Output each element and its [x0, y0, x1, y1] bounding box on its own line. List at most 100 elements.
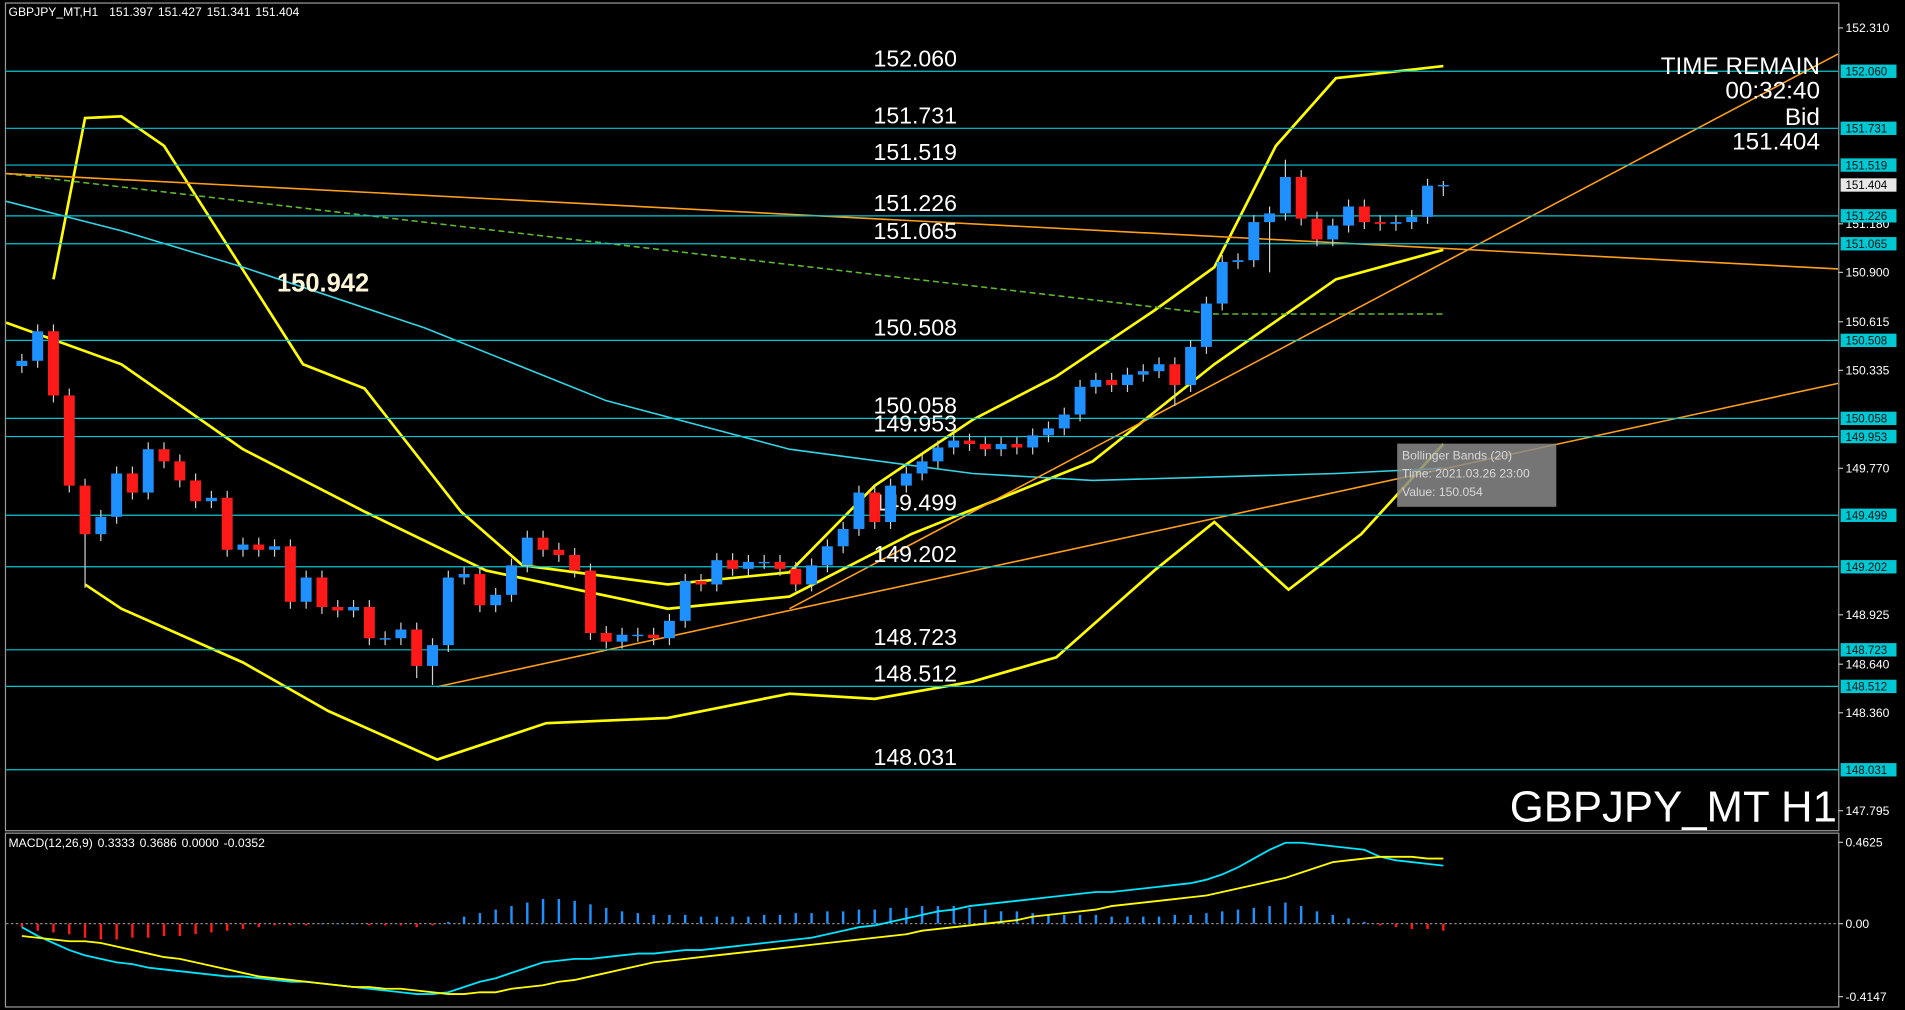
- candle-body: [632, 634, 644, 637]
- histogram-bar: [589, 904, 592, 924]
- candle-body: [47, 331, 59, 396]
- histogram-bar: [826, 911, 829, 924]
- histogram-bar: [636, 913, 640, 924]
- histogram-bar: [1236, 909, 1240, 924]
- candle-body: [837, 528, 849, 547]
- histogram-bar: [778, 914, 782, 924]
- macd-title: MACD(12,26,9): [9, 836, 93, 850]
- level-axis-label: 151.226: [1845, 211, 1887, 223]
- level-axis-box: [1840, 643, 1897, 657]
- candle-body: [1264, 213, 1276, 223]
- macd-value: 0.3333: [98, 836, 135, 850]
- macd-line: [21, 841, 1444, 995]
- histogram-bar: [320, 923, 324, 925]
- candle-body: [269, 546, 281, 550]
- y-tick-label: 0.00: [1845, 917, 1869, 931]
- histogram-bar: [225, 923, 229, 931]
- candle-body: [1295, 177, 1307, 219]
- histogram-bar: [984, 909, 987, 924]
- level-axis-box: [1840, 121, 1897, 135]
- y-tick-label: 150.900: [1845, 266, 1889, 280]
- histogram-bar: [1157, 916, 1161, 924]
- histogram-bar: [352, 923, 355, 925]
- level-axis-label: 152.060: [1845, 67, 1887, 79]
- histogram-bar: [462, 916, 466, 924]
- candle-body: [711, 560, 723, 585]
- ohlc-low: 151.341: [207, 5, 251, 19]
- candle-body: [190, 480, 202, 502]
- histogram-bar: [952, 906, 955, 924]
- macd-value: -0.0352: [224, 836, 265, 850]
- tooltip-line: Bollinger Bands (20): [1402, 448, 1512, 462]
- histogram-bar: [194, 923, 197, 935]
- histogram-bar: [257, 923, 260, 928]
- histogram-bar: [36, 923, 39, 931]
- y-tick-label: 147.795: [1845, 804, 1889, 818]
- histogram-bar: [1094, 914, 1098, 924]
- main-frame: [4, 2, 1840, 832]
- level-axis-label: 149.202: [1845, 562, 1887, 574]
- histogram-bar: [668, 914, 671, 924]
- candle-body: [964, 440, 975, 445]
- macd-readout: MACD(12,26,9) 0.3333 0.3686 0.0000 -0.0352: [9, 836, 266, 850]
- histogram-bar: [178, 923, 182, 936]
- candle-body: [600, 632, 612, 642]
- candle-body: [1106, 379, 1118, 386]
- candle-body: [1437, 184, 1449, 187]
- candle-body: [1216, 261, 1228, 304]
- candle-body: [1027, 435, 1039, 448]
- level-axis-box: [1840, 209, 1897, 223]
- tooltip-line: Value: 150.054: [1402, 485, 1483, 499]
- candle-body: [1153, 364, 1165, 372]
- level-axis-label: 148.723: [1845, 645, 1887, 657]
- candle-body: [95, 516, 107, 535]
- y-tick-label: 0.4625: [1845, 836, 1882, 850]
- histogram-bar: [1252, 907, 1256, 924]
- macd-frame: [4, 832, 1840, 1008]
- histogram-bar: [494, 909, 497, 924]
- histogram-bar: [1442, 923, 1445, 931]
- histogram-bar: [715, 916, 719, 924]
- level-axis-label: 151.519: [1845, 160, 1887, 172]
- histogram-bar: [431, 923, 434, 926]
- candle-body: [142, 449, 154, 493]
- histogram-bar: [99, 923, 103, 940]
- candle-body: [395, 629, 407, 639]
- candle-body: [948, 440, 960, 448]
- level-axis-box: [1840, 429, 1897, 444]
- histogram-bar: [1331, 914, 1334, 924]
- histogram-bar: [304, 923, 308, 926]
- histogram-bar: [889, 907, 892, 924]
- histogram-bar: [241, 923, 245, 929]
- candle-body: [584, 570, 596, 633]
- histogram-bar: [605, 907, 608, 924]
- level-axis-box: [1840, 763, 1897, 777]
- histogram-bar: [20, 923, 24, 928]
- level-label: 148.723: [874, 624, 957, 650]
- indicator-line: [6, 200, 1444, 482]
- histogram-bar: [510, 906, 513, 924]
- histogram-bar: [383, 923, 387, 926]
- histogram-bar: [841, 911, 845, 924]
- histogram-bar: [999, 911, 1003, 924]
- histogram-bar: [1378, 923, 1382, 926]
- tooltip-box: [1397, 443, 1557, 507]
- histogram-bar: [652, 914, 655, 924]
- level-label: 152.060: [874, 45, 957, 71]
- candle-body: [332, 606, 344, 611]
- histogram-bar: [557, 899, 561, 924]
- histogram-bar: [1126, 916, 1129, 924]
- level-axis-label: 151.065: [1845, 239, 1887, 251]
- histogram-bar: [1394, 923, 1398, 928]
- indicator-line: [789, 53, 1839, 610]
- countdown-title: TIME REMAIN: [1661, 53, 1820, 80]
- candle-body: [506, 565, 517, 595]
- level-axis-label: 148.512: [1845, 682, 1887, 694]
- histogram-bar: [873, 909, 876, 924]
- histogram-bar: [526, 902, 529, 924]
- level-axis-box: [1840, 508, 1897, 522]
- bid-value: 151.404: [1732, 128, 1820, 155]
- bid-axis-label: 151.404: [1845, 180, 1887, 192]
- histogram-bar: [936, 906, 940, 924]
